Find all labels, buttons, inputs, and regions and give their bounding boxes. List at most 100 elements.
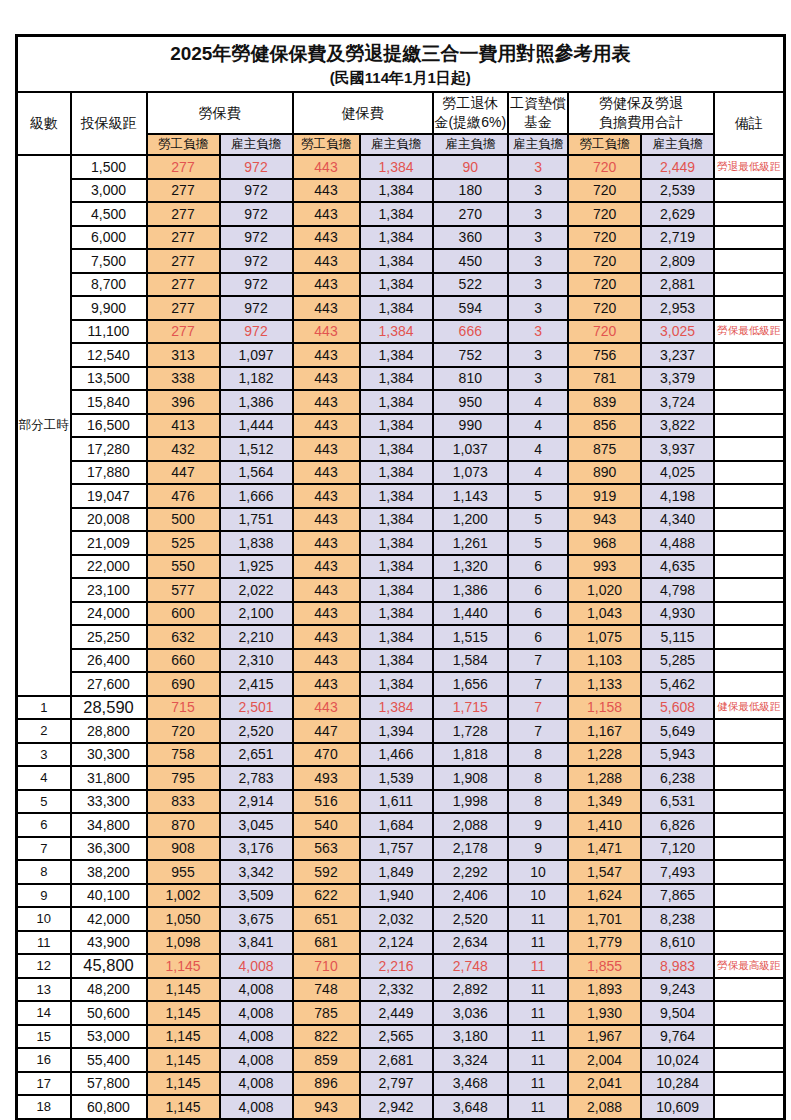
- note-cell: [714, 837, 784, 861]
- total-employer-cell: 5,943: [641, 743, 714, 767]
- bracket-cell: 38,200: [71, 860, 147, 884]
- labor-employee-cell: 1,002: [147, 884, 220, 908]
- total-employer-cell: 5,285: [641, 649, 714, 673]
- total-employee-cell: 1,701: [568, 907, 641, 931]
- total-employee-cell: 1,624: [568, 884, 641, 908]
- note-cell: [714, 390, 784, 414]
- health-employee-cell: 443: [293, 155, 360, 179]
- pension-employer-cell: 1,818: [433, 743, 509, 767]
- labor-employer-cell: 2,210: [220, 625, 293, 649]
- level-cell: 5: [17, 790, 71, 814]
- note-cell: [714, 531, 784, 555]
- health-employee-cell: 622: [293, 884, 360, 908]
- labor-employee-cell: 833: [147, 790, 220, 814]
- total-employee-cell: 1,020: [568, 578, 641, 602]
- subheader-total-employee: 勞工負擔: [568, 134, 641, 155]
- pension-employer-cell: 3,036: [433, 1001, 509, 1025]
- total-employer-cell: 3,025: [641, 320, 714, 344]
- labor-employer-cell: 972: [220, 226, 293, 250]
- total-employer-cell: 5,608: [641, 696, 714, 720]
- health-employer-cell: 2,124: [360, 931, 433, 955]
- level-cell: 11: [17, 931, 71, 955]
- total-employer-cell: 4,488: [641, 531, 714, 555]
- wage-fund-employer-cell: 3: [508, 273, 568, 297]
- total-employee-cell: 968: [568, 531, 641, 555]
- col-header-health-insurance: 健保費: [293, 92, 433, 134]
- bracket-cell: 57,800: [71, 1072, 147, 1096]
- labor-employer-cell: 1,444: [220, 414, 293, 438]
- total-employer-cell: 10,024: [641, 1048, 714, 1072]
- wage-fund-employer-cell: 11: [508, 1072, 568, 1096]
- wage-fund-employer-cell: 3: [508, 367, 568, 391]
- level-cell: 10: [17, 907, 71, 931]
- labor-employee-cell: 277: [147, 273, 220, 297]
- labor-employer-cell: 1,097: [220, 343, 293, 367]
- health-employer-cell: 1,611: [360, 790, 433, 814]
- pension-employer-cell: 1,261: [433, 531, 509, 555]
- health-employer-cell: 1,384: [360, 155, 433, 179]
- labor-employer-cell: 1,386: [220, 390, 293, 414]
- subheader-health-employer: 雇主負擔: [360, 134, 433, 155]
- labor-employer-cell: 3,045: [220, 813, 293, 837]
- bracket-cell: 60,800: [71, 1095, 147, 1119]
- total-employer-cell: 9,504: [641, 1001, 714, 1025]
- total-employer-cell: 2,953: [641, 296, 714, 320]
- labor-employer-cell: 3,342: [220, 860, 293, 884]
- health-employer-cell: 1,466: [360, 743, 433, 767]
- health-employer-cell: 1,394: [360, 719, 433, 743]
- bracket-cell: 26,400: [71, 649, 147, 673]
- wage-fund-employer-cell: 9: [508, 813, 568, 837]
- bracket-cell: 22,000: [71, 555, 147, 579]
- total-employee-cell: 856: [568, 414, 641, 438]
- labor-employee-cell: 500: [147, 508, 220, 532]
- table-row: 3,0002779724431,38418037202,539: [17, 179, 785, 203]
- total-employee-cell: 919: [568, 484, 641, 508]
- total-employee-cell: 720: [568, 249, 641, 273]
- wage-fund-employer-cell: 11: [508, 1001, 568, 1025]
- table-row: 736,3009083,1765631,7572,17891,4717,120: [17, 837, 785, 861]
- health-employee-cell: 822: [293, 1025, 360, 1049]
- wage-fund-employer-cell: 3: [508, 320, 568, 344]
- bracket-cell: 7,500: [71, 249, 147, 273]
- labor-employee-cell: 758: [147, 743, 220, 767]
- health-employer-cell: 1,940: [360, 884, 433, 908]
- pension-employer-cell: 3,648: [433, 1095, 509, 1119]
- health-employer-cell: 1,384: [360, 555, 433, 579]
- labor-employer-cell: 1,751: [220, 508, 293, 532]
- labor-employee-cell: 1,145: [147, 1025, 220, 1049]
- table-row: 部分工時1,5002779724431,3849037202,449勞退最低級距: [17, 155, 785, 179]
- total-employer-cell: 10,609: [641, 1095, 714, 1119]
- bracket-cell: 45,800: [71, 954, 147, 978]
- level-cell: 3: [17, 743, 71, 767]
- total-employee-cell: 2,004: [568, 1048, 641, 1072]
- total-employer-cell: 4,930: [641, 602, 714, 626]
- pension-employer-cell: 1,037: [433, 437, 509, 461]
- total-employee-cell: 1,075: [568, 625, 641, 649]
- labor-employee-cell: 690: [147, 672, 220, 696]
- total-employer-cell: 8,983: [641, 954, 714, 978]
- bracket-cell: 43,900: [71, 931, 147, 955]
- note-cell: [714, 1025, 784, 1049]
- total-header-line2: 負擔費用合計: [570, 113, 712, 132]
- health-employee-cell: 443: [293, 390, 360, 414]
- labor-employer-cell: 4,008: [220, 1001, 293, 1025]
- group-label-part-time: 部分工時: [17, 155, 71, 696]
- labor-employer-cell: 972: [220, 179, 293, 203]
- total-employee-cell: 1,167: [568, 719, 641, 743]
- health-employee-cell: 443: [293, 672, 360, 696]
- total-employer-cell: 4,340: [641, 508, 714, 532]
- level-cell: 7: [17, 837, 71, 861]
- health-employee-cell: 443: [293, 437, 360, 461]
- labor-employee-cell: 525: [147, 531, 220, 555]
- total-employer-cell: 4,198: [641, 484, 714, 508]
- health-employer-cell: 1,849: [360, 860, 433, 884]
- bracket-cell: 6,000: [71, 226, 147, 250]
- total-employee-cell: 839: [568, 390, 641, 414]
- bracket-cell: 17,280: [71, 437, 147, 461]
- health-employer-cell: 2,216: [360, 954, 433, 978]
- total-employer-cell: 2,809: [641, 249, 714, 273]
- labor-employee-cell: 277: [147, 249, 220, 273]
- note-cell: [714, 273, 784, 297]
- health-employee-cell: 896: [293, 1072, 360, 1096]
- wage-fund-header-line1: 工資墊償: [510, 94, 566, 113]
